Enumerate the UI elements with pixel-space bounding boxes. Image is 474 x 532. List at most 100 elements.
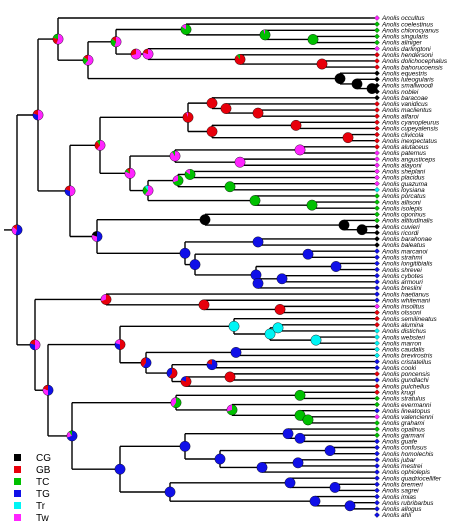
tip-label-19: Anolis clivicola <box>381 132 424 139</box>
tip-label-11: Anolis smallwoodi <box>381 83 433 90</box>
tip-marker-60 <box>374 383 380 389</box>
tip-marker-59 <box>374 377 380 383</box>
node-pie-10 <box>234 54 246 65</box>
tip-marker-12 <box>374 88 380 95</box>
node-pie-50 <box>42 384 54 396</box>
node-pie-45 <box>276 273 288 285</box>
tip-label-70: Anolis confusus <box>381 445 428 452</box>
node-pie-16 <box>94 139 106 151</box>
tip-marker-22 <box>374 150 380 156</box>
tip-label-25: Anolis sheplani <box>381 169 426 176</box>
tip-marker-34 <box>374 223 380 230</box>
tip-label-46: Anolis whitemani <box>381 297 431 304</box>
tip-label-21: Anolis alutaceus <box>381 144 429 151</box>
tip-marker-39 <box>374 254 380 261</box>
node-pie-44 <box>252 277 264 289</box>
legend-label-tc: TC <box>36 477 49 488</box>
tip-marker-15 <box>374 107 380 113</box>
node-pie-72 <box>214 453 226 465</box>
node-pie-17 <box>182 111 194 123</box>
tip-label-44: Anolis breslini <box>381 285 422 292</box>
tip-marker-4 <box>374 39 380 46</box>
tip-label-27: Anolis guazuma <box>381 181 428 188</box>
tip-marker-77 <box>374 487 380 494</box>
node-pie-74 <box>256 462 268 473</box>
tip-markers <box>374 15 380 518</box>
tip-label-23: Anolis angusticeps <box>381 156 436 163</box>
node-pie-75 <box>292 457 304 469</box>
tip-label-73: Anolis mestrei <box>381 463 423 470</box>
tip-label-4: Anolis aliniger <box>381 40 423 47</box>
node-pie-12 <box>334 73 346 84</box>
tip-marker-32 <box>374 211 380 218</box>
node-pie-70 <box>282 428 294 440</box>
tip-marker-55 <box>374 352 380 359</box>
tip-label-72: Anolis jubar <box>381 457 416 464</box>
tip-label-33: Anolis altitudinalis <box>381 218 434 225</box>
node-pie-57 <box>230 347 242 358</box>
tip-marker-29 <box>374 193 380 199</box>
tip-label-54: Anolis caudalis <box>381 347 425 354</box>
tip-label-37: Anolis baleatus <box>381 242 426 249</box>
tip-marker-79 <box>374 499 380 506</box>
tip-marker-71 <box>374 450 380 457</box>
node-pie-13 <box>351 78 363 90</box>
tip-label-14: Anolis vanidicus <box>381 101 429 108</box>
node-pie-0 <box>11 224 23 236</box>
tip-marker-47 <box>374 303 380 310</box>
node-pie-43 <box>330 261 342 272</box>
tip-label-29: Anolis porcatus <box>381 193 426 200</box>
tip-label-79: Anolis rubribarbus <box>381 500 434 507</box>
tip-label-74: Anolis ophiolepis <box>381 469 431 476</box>
tip-label-30: Anolis allisoni <box>381 199 421 206</box>
tip-marker-2 <box>374 27 380 34</box>
node-pie-46 <box>29 339 41 351</box>
tip-label-61: Anolis krugi <box>381 389 416 396</box>
node-pie-67 <box>302 414 314 426</box>
node-pie-20 <box>252 107 264 119</box>
node-pie-59 <box>206 359 218 371</box>
tip-marker-28 <box>374 186 380 193</box>
tip-marker-7 <box>374 58 380 64</box>
node-pie-14 <box>366 83 378 94</box>
tip-marker-0 <box>374 15 380 21</box>
node-pie-28 <box>142 185 154 196</box>
tip-marker-25 <box>374 168 380 175</box>
node-pie-40 <box>189 259 201 270</box>
node-pie-21 <box>206 126 218 137</box>
tip-label-31: Anolis isolepis <box>381 205 423 212</box>
node-pie-3 <box>82 54 94 66</box>
tip-marker-16 <box>374 113 380 119</box>
node-pie-60 <box>180 376 192 387</box>
tip-marker-48 <box>374 309 380 316</box>
tip-label-1: Anolis coelestinus <box>381 21 434 28</box>
tip-marker-24 <box>374 162 380 169</box>
node-pie-38 <box>179 247 191 259</box>
tip-label-26: Anolis placidus <box>381 175 425 182</box>
tip-marker-73 <box>374 463 380 469</box>
tip-marker-41 <box>374 266 380 273</box>
node-pie-9 <box>142 48 154 60</box>
tip-marker-46 <box>374 297 380 304</box>
tip-marker-26 <box>374 174 380 181</box>
tip-marker-72 <box>374 456 380 463</box>
tip-label-16: Anolis alfaroi <box>381 113 419 120</box>
node-pie-53 <box>264 328 276 340</box>
legend-swatch-tg <box>14 490 21 497</box>
tip-label-28: Anolis loysiana <box>381 187 425 194</box>
tip-label-71: Anolis homolechis <box>381 451 434 458</box>
tip-marker-68 <box>374 432 380 439</box>
tip-marker-70 <box>374 444 380 451</box>
tip-label-52: Anolis websteri <box>381 334 426 341</box>
tip-label-10: Anolis luteogularis <box>381 77 435 84</box>
legend-label-tg: TG <box>36 489 50 500</box>
node-pie-22 <box>290 119 302 131</box>
tip-marker-76 <box>374 481 380 488</box>
tip-marker-1 <box>374 21 380 27</box>
node-pie-39 <box>252 236 264 248</box>
tip-marker-44 <box>374 285 380 291</box>
tip-marker-50 <box>374 321 380 328</box>
tip-label-77: Anolis sagrei <box>381 488 419 495</box>
tip-label-56: Anolis cristatellus <box>381 359 432 366</box>
tip-label-60: Anolis pulchellus <box>381 383 430 390</box>
